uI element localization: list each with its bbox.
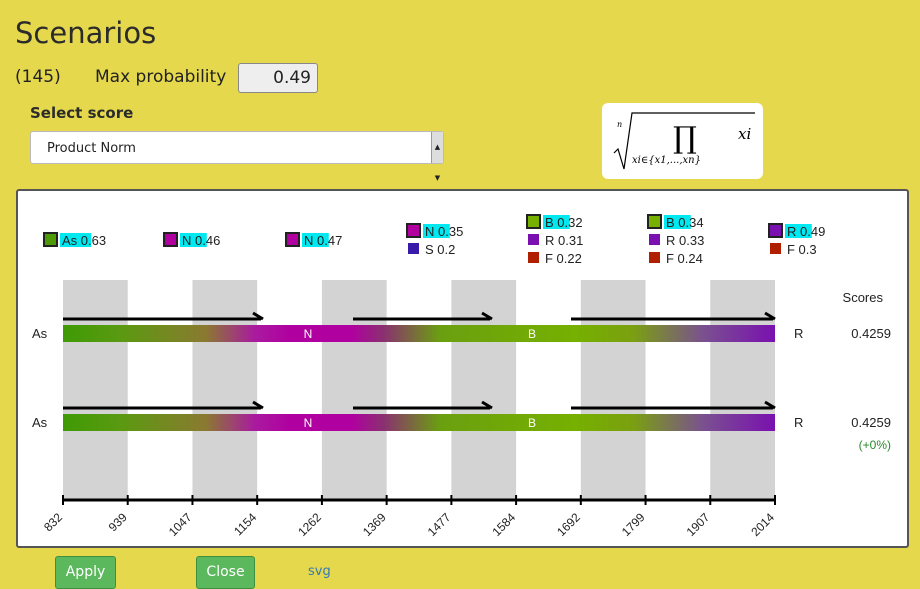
scenario-bar xyxy=(63,414,775,431)
axis-tick-label: 1584 xyxy=(489,510,518,539)
legend-label: S 0.2 xyxy=(425,242,455,257)
legend-swatch xyxy=(526,214,541,229)
axis-tick-label: 832 xyxy=(41,510,65,534)
legend-highlight xyxy=(60,233,92,247)
legend-label: F 0.24 xyxy=(666,251,703,266)
legend-swatch xyxy=(285,232,300,247)
legend-swatch xyxy=(43,232,58,247)
page-title: Scenarios xyxy=(15,16,157,50)
scenario-count: (145) xyxy=(15,67,61,87)
score-delta: (+0%) xyxy=(859,438,891,452)
axis-tick-label: 1799 xyxy=(619,510,648,539)
axis-tick-label: 1692 xyxy=(554,510,583,539)
legend-swatch xyxy=(647,214,662,229)
axis-tick-label: 1477 xyxy=(425,510,454,539)
score-select-value: Product Norm xyxy=(47,141,136,156)
legend-label: B 0.32 xyxy=(545,215,583,230)
scenario-end: R xyxy=(794,415,803,430)
scenario-score: 0.4259 xyxy=(851,326,891,341)
segment-label: N xyxy=(304,327,313,341)
scores-header: Scores xyxy=(843,290,884,305)
arrow-head-icon xyxy=(764,400,776,410)
score-select[interactable]: Product Norm ▲ ▼ xyxy=(30,131,444,182)
formula-subscript: xi∈{x1,...,xn} xyxy=(632,155,701,166)
legend-label: R 0.49 xyxy=(787,224,825,239)
arrow-head-icon xyxy=(481,311,493,321)
axis-tick-label: 1047 xyxy=(166,510,195,539)
time-band xyxy=(451,280,517,500)
formula-operand: xi xyxy=(738,125,751,143)
apply-button[interactable]: Apply xyxy=(55,556,116,589)
legend-swatch xyxy=(163,232,178,247)
axis-tick-label: 939 xyxy=(106,510,130,534)
time-band xyxy=(580,280,646,500)
legend-highlight xyxy=(664,215,691,229)
arrow-head-icon xyxy=(252,311,264,321)
segment-label: N xyxy=(304,416,313,430)
legend-label: N 0.47 xyxy=(304,233,342,248)
select-arrow-icon[interactable]: ▲ ▼ xyxy=(431,132,443,182)
segment-label: B xyxy=(528,327,536,341)
axis-tick-label: 1369 xyxy=(360,510,389,539)
scenario-start: As xyxy=(32,326,48,341)
scenario-score: 0.4259 xyxy=(851,415,891,430)
time-band xyxy=(710,280,775,500)
time-band xyxy=(192,280,258,500)
legend-highlight xyxy=(423,224,450,238)
legend-highlight xyxy=(302,233,329,247)
axis-tick-label: 1907 xyxy=(684,510,713,539)
arrow-head-icon xyxy=(764,311,776,321)
formula-box: n ∏ xi∈{x1,...,xn} xi xyxy=(602,103,763,179)
scenario-bar xyxy=(63,325,775,342)
legend-swatch xyxy=(406,223,421,238)
legend-label: N 0.35 xyxy=(425,224,463,239)
arrow-head-icon xyxy=(252,400,264,410)
legend-swatch xyxy=(528,252,539,263)
radical-icon xyxy=(613,112,755,170)
formula-svg: n ∏ xi∈{x1,...,xn} xi xyxy=(613,112,755,170)
legend-label: B 0.34 xyxy=(666,215,704,230)
legend-highlight xyxy=(543,215,570,229)
select-score-label: Select score xyxy=(30,104,134,122)
legend-swatch xyxy=(649,252,660,263)
legend-label: N 0.46 xyxy=(182,233,220,248)
legend-label: As 0.63 xyxy=(62,233,106,248)
axis-tick-label: 1262 xyxy=(295,510,324,539)
scenario-start: As xyxy=(32,415,48,430)
scenario-chart: As 0.63 N 0.46 N 0.47 N 0.35 S 0.2 B 0.32 R 0.… xyxy=(32,214,891,539)
legend-swatch xyxy=(649,234,660,245)
legend-swatch xyxy=(768,223,783,238)
segment-label: B xyxy=(528,416,536,430)
legend-swatch xyxy=(528,234,539,245)
legend-swatch xyxy=(408,243,419,254)
legend-label: F 0.22 xyxy=(545,251,582,266)
time-band xyxy=(321,280,387,500)
legend-label: R 0.33 xyxy=(666,233,704,248)
arrow-head-icon xyxy=(481,400,493,410)
root-index: n xyxy=(617,120,622,129)
legend-label: R 0.31 xyxy=(545,233,583,248)
max-probability-input[interactable]: 0.49 xyxy=(238,63,318,93)
scenario-panel: As 0.63 N 0.46 N 0.47 N 0.35 S 0.2 B 0.32 R 0.… xyxy=(16,189,909,548)
max-probability-label: Max probability xyxy=(95,67,227,87)
time-band xyxy=(63,280,128,500)
legend-swatch xyxy=(770,243,781,254)
product-symbol: ∏ xyxy=(673,121,697,156)
legend-highlight xyxy=(180,233,207,247)
legend-label: F 0.3 xyxy=(787,242,817,257)
svg-link[interactable]: svg xyxy=(308,564,331,579)
axis-tick-label: 1154 xyxy=(231,510,259,538)
axis-tick-label: 2014 xyxy=(748,510,777,539)
legend-highlight xyxy=(785,224,812,238)
scenario-end: R xyxy=(794,326,803,341)
close-button[interactable]: Close xyxy=(196,556,255,589)
